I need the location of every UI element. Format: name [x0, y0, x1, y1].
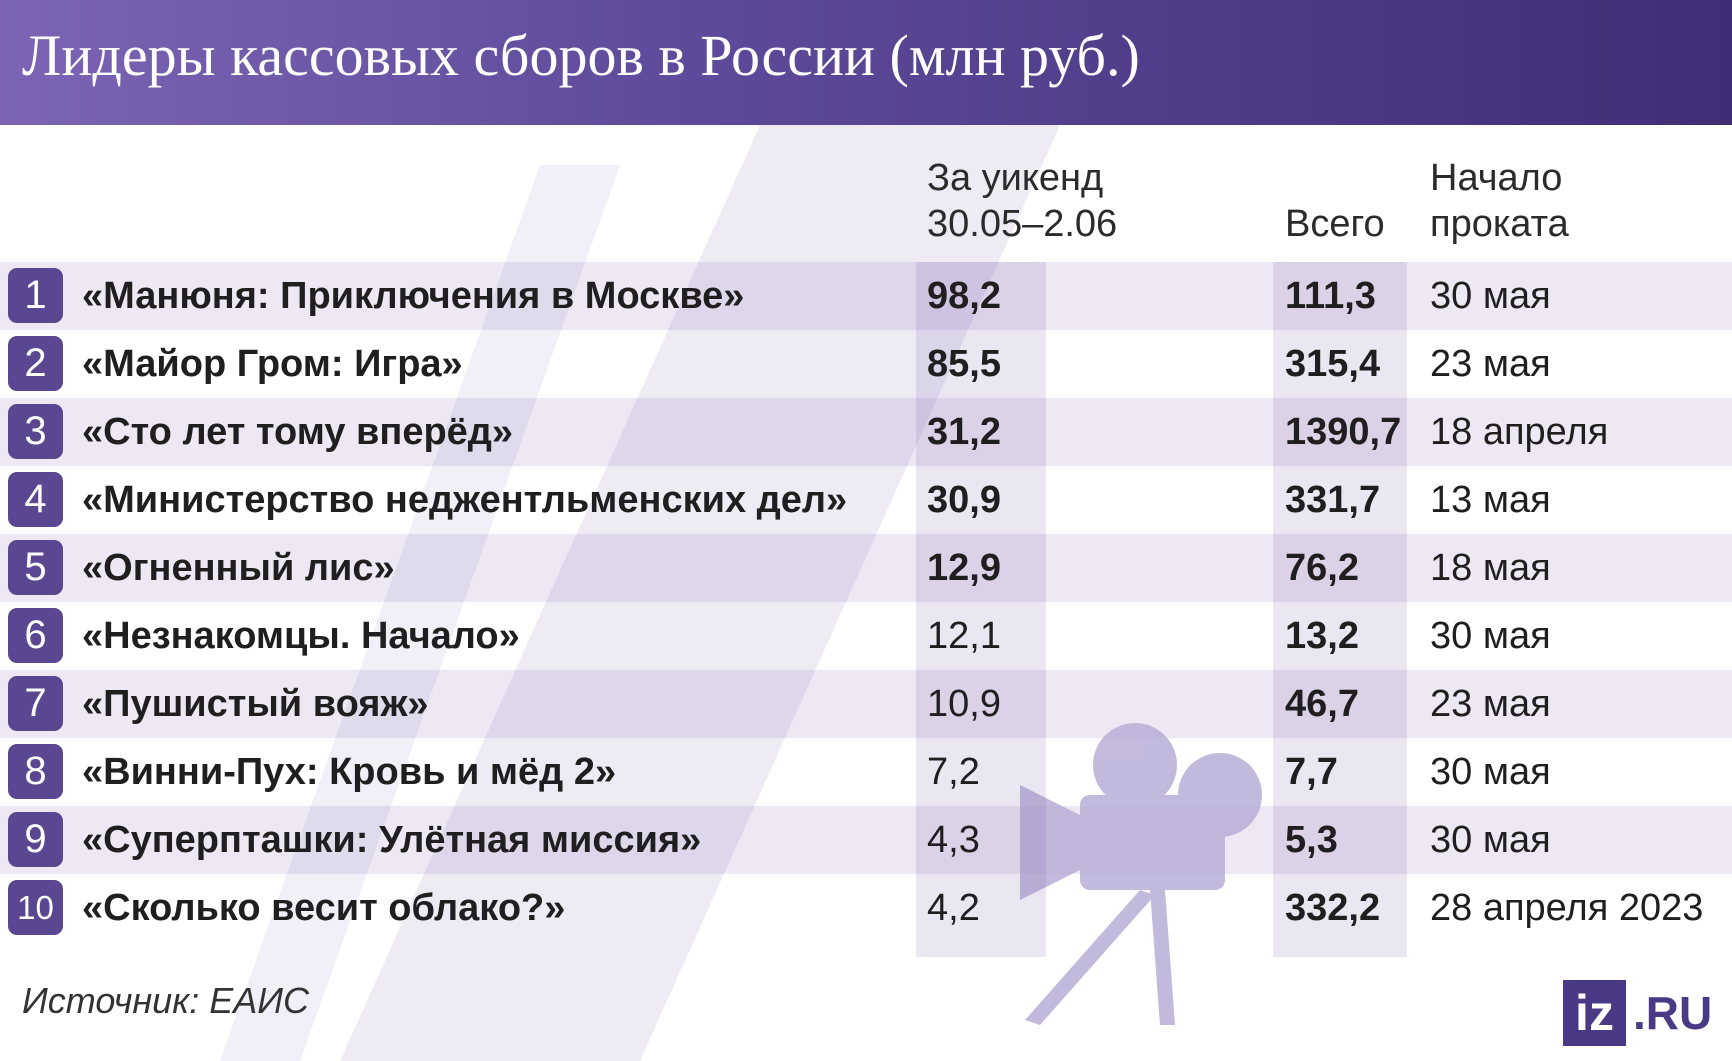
rank-badge: 4: [8, 472, 63, 527]
rank-badge: 10: [8, 880, 63, 935]
total-gross: 315,4: [1285, 343, 1381, 385]
total-gross: 7,7: [1285, 751, 1338, 793]
release-date: 28 апреля 2023: [1430, 887, 1704, 929]
weekend-gross: 10,9: [927, 683, 1001, 725]
rank-badge: 2: [8, 336, 63, 391]
total-header: Всего: [1285, 203, 1385, 245]
weekend-gross: 4,3: [927, 819, 980, 861]
source-note: Источник: ЕАИС: [22, 980, 309, 1021]
rank-badge: 6: [8, 608, 63, 663]
rank-badge: 3: [8, 404, 63, 459]
movie-title: «Суперпташки: Улётная миссия»: [82, 819, 702, 861]
total-gross: 331,7: [1285, 479, 1381, 521]
movie-title: «Сто лет тому вперёд»: [82, 411, 514, 453]
film-strip-graphic-2: [220, 165, 620, 1061]
total-gross: 332,2: [1285, 887, 1381, 929]
logo-text: .RU: [1633, 987, 1713, 1039]
rank-badge: 8: [8, 744, 63, 799]
row-stripe: [0, 806, 1732, 874]
header-bar: Лидеры кассовых сборов в России (млн руб…: [0, 0, 1732, 125]
row-stripe: [0, 398, 1732, 466]
total-column-shade: [1273, 262, 1407, 957]
total-gross: 76,2: [1285, 547, 1359, 589]
release-date: 23 мая: [1430, 683, 1551, 725]
weekend-header-line2: 30.05–2.06: [927, 203, 1118, 245]
movie-title: «Майор Гром: Игра»: [82, 343, 463, 385]
logo-box: iz: [1563, 980, 1626, 1046]
total-gross: 111,3: [1285, 275, 1376, 317]
rank-badge: 5: [8, 540, 63, 595]
rank-badge: 1: [8, 268, 63, 323]
weekend-gross: 7,2: [927, 751, 980, 793]
release-date: 30 мая: [1430, 275, 1551, 317]
movie-title: «Винни-Пух: Кровь и мёд 2»: [82, 751, 617, 793]
release-date: 30 мая: [1430, 819, 1551, 861]
movie-title: «Огненный лис»: [82, 547, 395, 589]
rank-badge: 9: [8, 812, 63, 867]
row-stripe: [0, 262, 1732, 330]
release-header-line1: Начало: [1430, 157, 1563, 199]
total-gross: 46,7: [1285, 683, 1359, 725]
film-strip-decoration: [220, 125, 1262, 1061]
weekend-gross: 31,2: [927, 411, 1001, 453]
total-gross: 1390,7: [1285, 411, 1402, 453]
release-date: 30 мая: [1430, 751, 1551, 793]
weekend-gross: 12,9: [927, 547, 1001, 589]
page-title: Лидеры кассовых сборов в России (млн руб…: [22, 23, 1140, 88]
row-stripe: [0, 534, 1732, 602]
total-gross: 5,3: [1285, 819, 1338, 861]
weekend-gross: 4,2: [927, 887, 980, 929]
movie-title: «Незнакомцы. Начало»: [82, 615, 520, 657]
weekend-gross: 12,1: [927, 615, 1001, 657]
movie-title: «Министерство неджентльменских дел»: [82, 479, 848, 521]
release-header-line2: проката: [1430, 203, 1569, 245]
weekend-gross: 85,5: [927, 343, 1001, 385]
movie-title: «Манюня: Приключения в Москве»: [82, 275, 745, 317]
movie-title: «Пушистый вояж»: [82, 683, 429, 725]
projector-icon: [1020, 723, 1262, 1025]
release-date: 18 мая: [1430, 547, 1551, 589]
release-date: 13 мая: [1430, 479, 1551, 521]
film-strip-graphic: [340, 125, 1060, 1061]
row-stripe: [0, 670, 1732, 738]
weekend-gross: 98,2: [927, 275, 1001, 317]
weekend-column-shade: [916, 262, 1046, 957]
weekend-gross: 30,9: [927, 479, 1001, 521]
release-date: 18 апреля: [1430, 411, 1609, 453]
movie-title: «Сколько весит облако?»: [82, 887, 566, 929]
release-date: 30 мая: [1430, 615, 1551, 657]
rank-badge: 7: [8, 676, 63, 731]
weekend-header-line1: За уикенд: [927, 157, 1104, 199]
release-date: 23 мая: [1430, 343, 1551, 385]
total-gross: 13,2: [1285, 615, 1359, 657]
